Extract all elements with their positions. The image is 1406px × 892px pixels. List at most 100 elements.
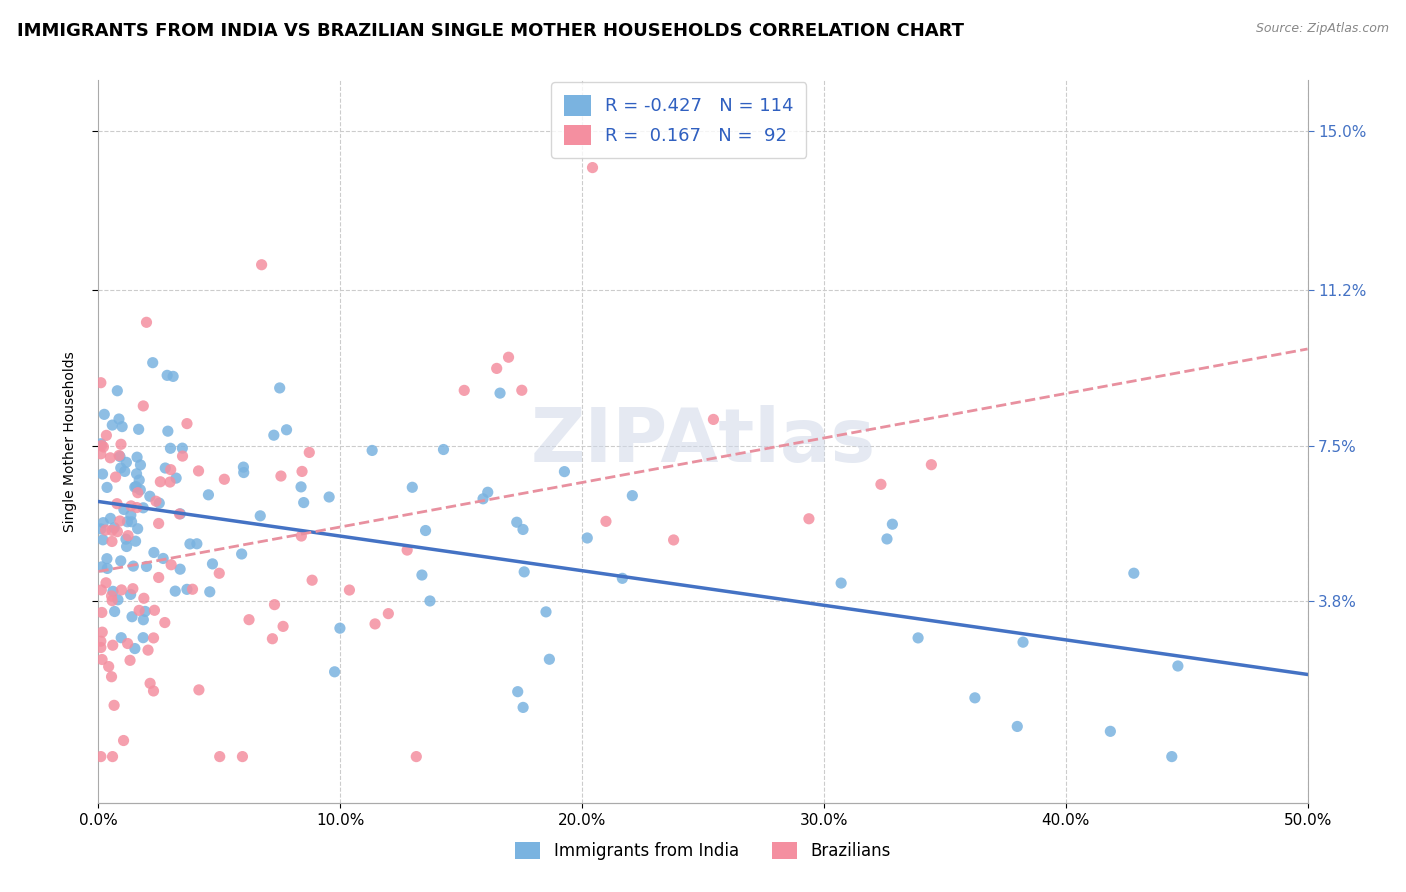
Point [90,522,112,536]
Point [364,616,387,631]
Point [98,450,121,465]
Point [120,499,142,513]
Point [90,438,112,452]
Point [153,615,176,630]
Point [169,562,191,576]
Point [187,682,209,697]
Point [121,609,143,624]
Point [122,559,145,574]
Point [159,463,181,477]
Point [415,524,437,538]
Point [125,479,148,493]
Point [165,584,187,599]
Point [882,517,904,532]
Point [232,460,254,475]
Point [114,464,136,478]
Point [110,631,132,645]
Point [90,582,112,597]
Point [339,582,361,597]
Point [172,441,194,455]
Point [159,442,181,456]
Point [129,483,152,497]
Point [249,508,271,523]
Point [115,540,138,554]
Point [107,592,129,607]
Point [963,690,986,705]
Point [110,437,132,451]
Point [103,698,125,713]
Point [513,565,536,579]
Point [419,594,441,608]
Point [1099,724,1122,739]
Point [485,361,508,376]
Point [91,516,114,530]
Point [290,480,312,494]
Point [96,561,118,575]
Point [90,436,112,450]
Point [876,532,898,546]
Point [149,475,172,489]
Point [90,606,112,620]
Point [231,749,253,764]
Point [135,559,157,574]
Point [453,384,475,398]
Point [112,502,135,516]
Point [125,500,148,515]
Point [271,619,294,633]
Point [112,733,135,747]
Point [269,381,291,395]
Point [132,591,155,606]
Point [125,450,148,465]
Point [156,424,179,438]
Point [169,507,191,521]
Point [120,508,142,522]
Point [797,512,820,526]
Point [148,516,170,531]
Point [208,566,231,581]
Point [94,523,117,537]
Point [298,445,321,459]
Point [96,480,118,494]
Point [506,684,529,698]
Point [186,537,208,551]
Point [506,515,529,529]
Point [1160,749,1182,764]
Point [104,605,127,619]
Point [121,582,143,596]
Point [595,514,617,528]
Point [128,603,150,617]
Point [263,428,285,442]
Point [101,418,124,433]
Point [197,488,219,502]
Point [198,584,221,599]
Point [156,368,179,383]
Point [90,376,112,390]
Point [121,515,143,529]
Point [176,582,198,597]
Point [292,495,315,509]
Point [1167,659,1189,673]
Point [512,700,534,714]
Point [534,605,557,619]
Point [108,449,131,463]
Point [250,258,273,272]
Point [132,631,155,645]
Point [159,475,181,489]
Point [920,458,942,472]
Point [187,464,209,478]
Point [432,442,454,457]
Point [538,652,561,666]
Point [100,589,122,603]
Text: Source: ZipAtlas.com: Source: ZipAtlas.com [1256,22,1389,36]
Point [176,417,198,431]
Point [104,470,127,484]
Point [110,461,132,475]
Point [612,571,634,585]
Point [91,467,114,481]
Point [291,465,314,479]
Point [662,533,685,547]
Point [105,497,128,511]
Point [124,534,146,549]
Point [830,576,852,591]
Point [105,524,128,539]
